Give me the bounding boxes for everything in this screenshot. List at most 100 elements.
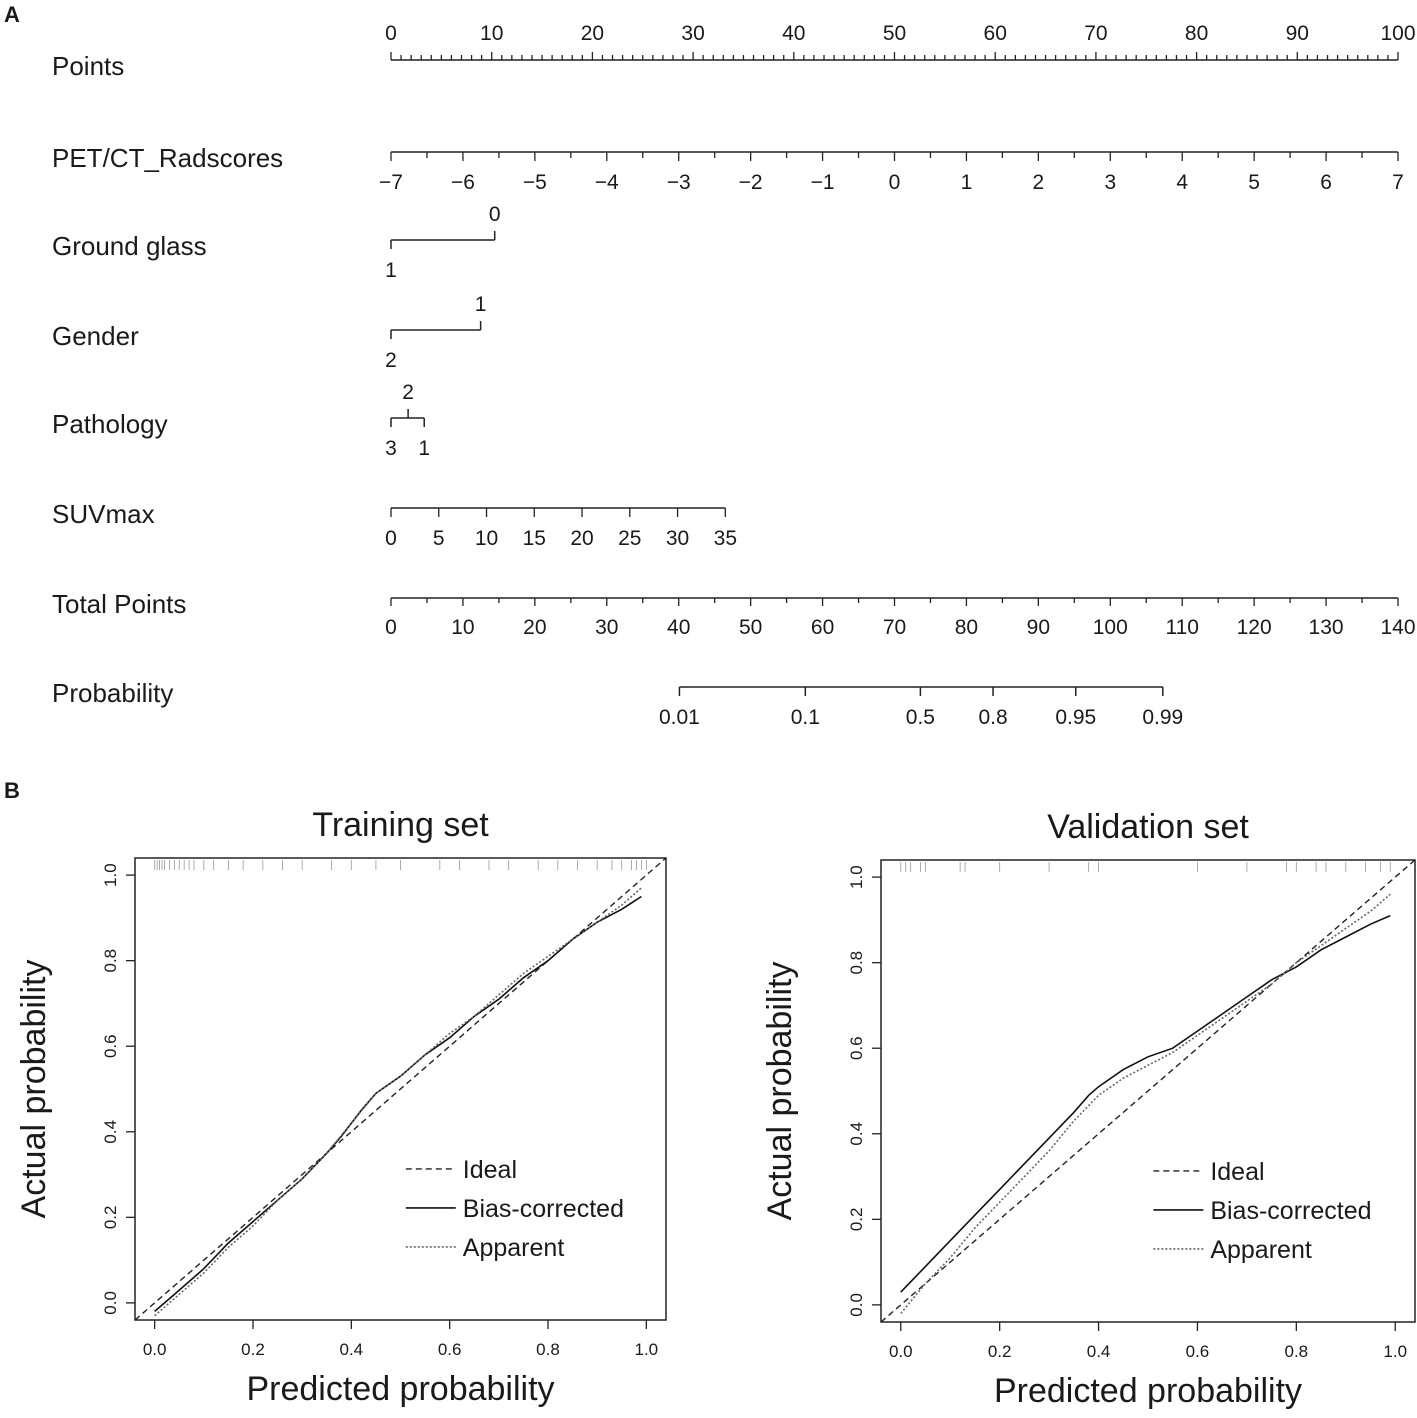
y-tick-label: 0.0 [847,1293,866,1317]
tick-label: 15 [523,527,546,550]
tick-label: −6 [451,171,475,194]
tick-label: 120 [1237,616,1272,639]
series-group [881,860,1415,1322]
nomogram-row-ground-glass: Ground glass 1 0 [52,203,501,282]
tick-label: 0.99 [1142,706,1183,729]
calibration-plot-training: Training set 0.0 0.2 0.4 0.6 0.8 1.0 0.0 0.2 0.4 0… [15,806,667,1408]
x-tick-label: 0.4 [1087,1342,1111,1361]
tick-label: 20 [523,616,546,639]
x-axis-label: Predicted probability [994,1372,1302,1410]
tick-label: 0.95 [1055,706,1096,729]
x-tick-label: 0.2 [988,1342,1012,1361]
panel-b-label: B [4,778,20,803]
tick-label: −3 [667,171,691,194]
tick-label: 0.1 [791,706,820,729]
y-tick-label: 0.8 [847,951,866,975]
legend-label-bias-corrected: Bias-corrected [1210,1197,1371,1225]
tick-label: −1 [811,171,835,194]
nomogram-row-pathology: Pathology 3 2 1 [52,381,430,460]
level-label: 2 [402,381,414,404]
y-tick-label: 0.8 [101,949,120,973]
y-tick-label: 0.6 [101,1034,120,1058]
x-tick-label: 0.6 [438,1340,462,1359]
tick-label: 60 [811,616,834,639]
tick-label: −5 [523,171,547,194]
tick-label: 5 [1248,171,1260,194]
x-tick-label: 1.0 [635,1340,659,1359]
level-label: 1 [385,259,397,282]
tick-label: 30 [595,616,618,639]
plot-frame [134,857,667,1321]
tick-label: 70 [883,616,906,639]
tick-label: 0.01 [659,706,700,729]
tick-label: 40 [782,22,805,45]
series-apparent [154,887,642,1317]
row-label: Total Points [52,589,186,619]
nomogram-row-probability: Probability 0.01 0.1 0.5 0.8 0.95 0.99 [52,678,1183,729]
series-apparent [900,893,1391,1314]
tick-label: 30 [666,527,689,550]
plot-frame [880,859,1416,1323]
x-tick-label: 0.8 [1285,1342,1309,1361]
nomogram-row-suvmax: SUVmax 0 5 10 15 20 25 30 35 [52,499,737,550]
x-tick-label: 0.8 [536,1340,560,1359]
level-label: 1 [475,293,487,316]
tick-label: 70 [1084,22,1107,45]
tick-label: 6 [1320,171,1332,194]
level-label: 2 [385,349,397,372]
series-group [135,858,666,1320]
tick-label: 80 [955,616,978,639]
y-tick-label: 0.4 [847,1122,866,1146]
row-label: SUVmax [52,499,155,529]
plot-title: Training set [312,806,489,844]
tick-label: 3 [1104,171,1116,194]
y-tick-label: 1.0 [101,863,120,887]
tick-label: 140 [1380,616,1415,639]
row-label: Points [52,51,124,81]
tick-label: 0 [385,616,397,639]
tick-label: 20 [570,527,593,550]
tick-label: 80 [1185,22,1208,45]
y-axis-label: Actual probability [15,960,53,1219]
series-bias-corrected [900,914,1391,1293]
x-tick-label: 0.6 [1186,1342,1210,1361]
tick-label: 0 [385,527,397,550]
x-tick-label: 1.0 [1383,1342,1407,1361]
y-tick-label: 0.4 [101,1120,120,1144]
tick-label: −4 [595,171,619,194]
nomogram-row-radscores: PET/CT_Radscores −7 −6 −5 −4 −3 −2 −1 0 1 2 3 4 5 6 7 [52,143,1404,194]
tick-label: 25 [618,527,641,550]
x-tick-label: 0.4 [340,1340,364,1359]
tick-label: 0.5 [906,706,935,729]
tick-label: 100 [1093,616,1128,639]
tick-label: 10 [480,22,503,45]
nomogram-row-gender: Gender 2 1 [52,293,486,372]
tick-label: 110 [1165,616,1198,639]
row-label: Pathology [52,409,168,439]
tick-label: 0 [385,22,397,45]
plot-title: Validation set [1047,808,1249,846]
tick-label: 10 [475,527,498,550]
level-label: 0 [489,203,501,226]
tick-label: 2 [1033,171,1045,194]
tick-label: 35 [714,527,737,550]
tick-label: 1 [961,171,973,194]
tick-label: −7 [379,171,403,194]
y-tick-label: 0.2 [101,1206,120,1230]
row-label: PET/CT_Radscores [52,143,283,173]
level-label: 1 [418,437,430,460]
panel-a-label: A [4,2,20,27]
tick-label: 90 [1027,616,1050,639]
tick-label: 4 [1176,171,1188,194]
legend-label-ideal: Ideal [1210,1158,1264,1186]
legend-label-apparent: Apparent [1210,1236,1312,1264]
legend-label-ideal: Ideal [463,1156,517,1184]
row-label: Probability [52,678,173,708]
x-tick-label: 0.2 [241,1340,265,1359]
legend-label-apparent: Apparent [463,1234,565,1262]
series-bias-corrected [154,895,642,1313]
tick-label: 0 [889,171,901,194]
y-tick-label: 0.6 [847,1036,866,1060]
row-label: Ground glass [52,231,207,261]
